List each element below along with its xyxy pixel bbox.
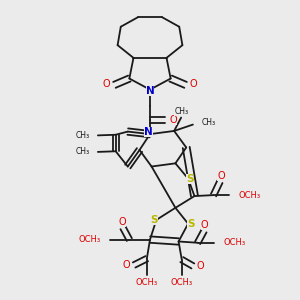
Text: OCH₃: OCH₃ — [79, 235, 101, 244]
Text: OCH₃: OCH₃ — [171, 278, 193, 287]
Text: O: O — [170, 115, 177, 125]
Text: O: O — [196, 261, 204, 271]
Text: S: S — [186, 174, 194, 184]
Text: CH₃: CH₃ — [201, 118, 215, 127]
Text: S: S — [150, 215, 158, 225]
Text: O: O — [201, 220, 208, 230]
Text: O: O — [190, 79, 197, 89]
Text: N: N — [146, 86, 154, 96]
Text: O: O — [122, 260, 130, 270]
Text: CH₃: CH₃ — [76, 131, 90, 140]
Text: O: O — [217, 171, 225, 181]
Text: O: O — [103, 79, 110, 89]
Text: OCH₃: OCH₃ — [238, 190, 260, 200]
Text: N: N — [144, 127, 153, 136]
Text: O: O — [118, 217, 126, 227]
Text: CH₃: CH₃ — [174, 107, 188, 116]
Text: S: S — [187, 219, 194, 229]
Text: OCH₃: OCH₃ — [223, 238, 245, 247]
Text: OCH₃: OCH₃ — [135, 278, 157, 287]
Text: CH₃: CH₃ — [76, 147, 90, 156]
